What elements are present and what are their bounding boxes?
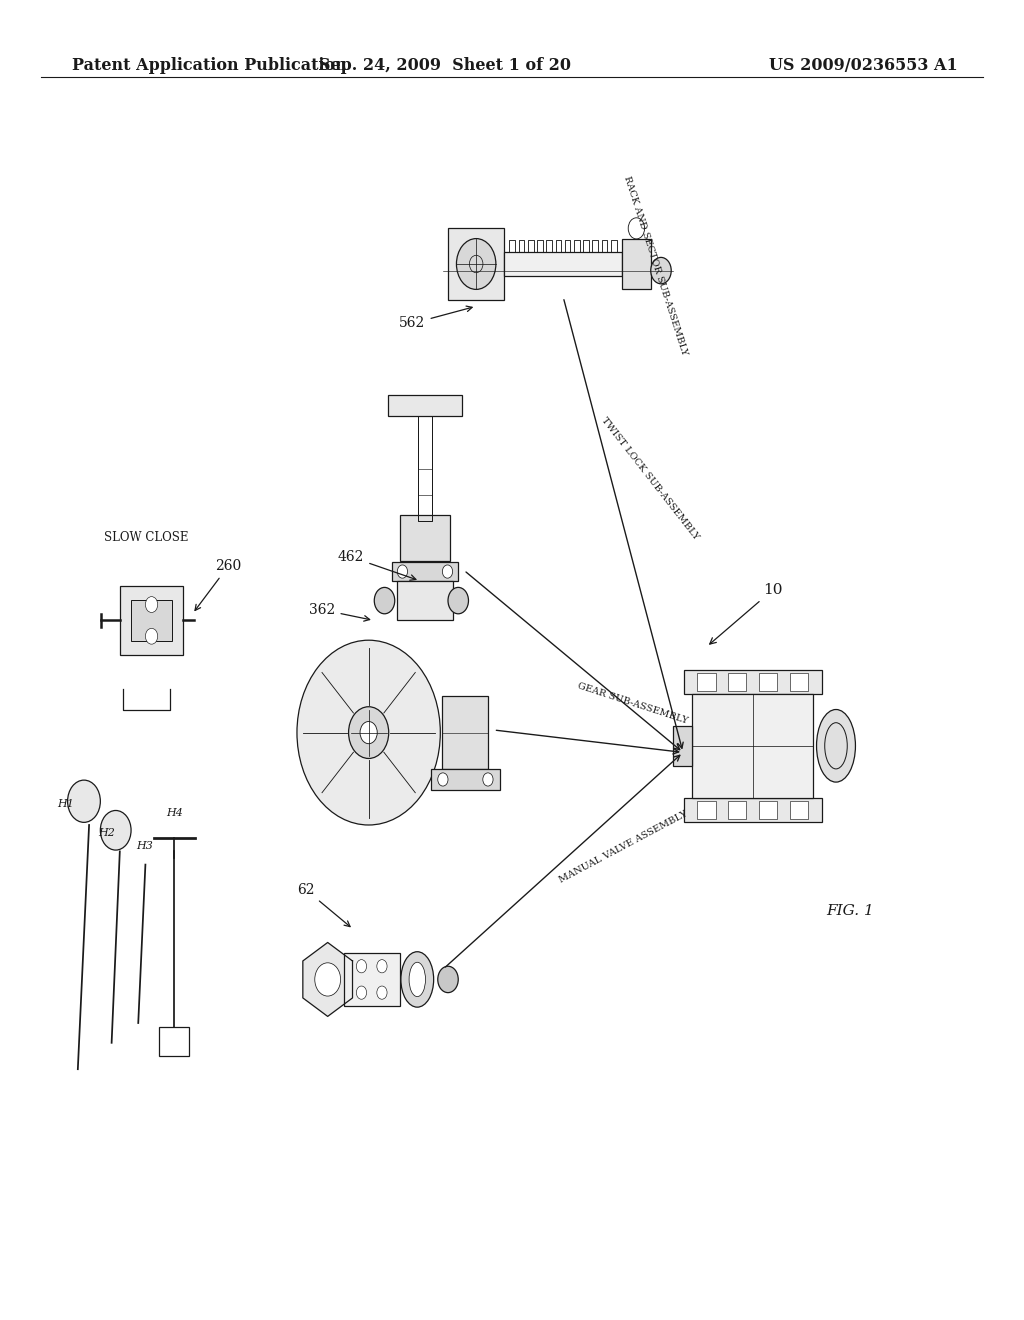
Circle shape [651, 257, 672, 284]
Circle shape [100, 810, 131, 850]
Bar [430, 768, 500, 789]
Text: H3: H3 [136, 841, 153, 851]
Circle shape [68, 780, 100, 822]
Bar [674, 726, 692, 766]
Bar [697, 672, 716, 692]
Bar [697, 800, 716, 818]
Bar [449, 227, 504, 300]
Circle shape [145, 628, 158, 644]
Text: MANUAL VALVE ASSEMBLY: MANUAL VALVE ASSEMBLY [558, 809, 689, 884]
Circle shape [297, 640, 440, 825]
Text: TWIST LOCK SUB-ASSEMBLY: TWIST LOCK SUB-ASSEMBLY [599, 416, 700, 541]
Bar [396, 581, 453, 620]
Circle shape [356, 986, 367, 999]
Bar [343, 953, 399, 1006]
Bar [684, 797, 821, 821]
Circle shape [442, 565, 453, 578]
Bar [120, 586, 183, 655]
Circle shape [438, 774, 449, 787]
Circle shape [397, 565, 408, 578]
Bar [159, 1027, 189, 1056]
Circle shape [377, 986, 387, 999]
Circle shape [356, 960, 367, 973]
Bar [131, 599, 172, 642]
Ellipse shape [816, 710, 855, 781]
Bar [759, 672, 777, 692]
Bar [759, 800, 777, 818]
Text: H1: H1 [57, 799, 74, 809]
Circle shape [360, 722, 377, 743]
Bar [790, 800, 808, 818]
Text: RACK AND SECTOR SUB-ASSEMBLY: RACK AND SECTOR SUB-ASSEMBLY [623, 174, 689, 356]
Text: US 2009/0236553 A1: US 2009/0236553 A1 [769, 57, 957, 74]
Circle shape [377, 960, 387, 973]
Circle shape [375, 587, 395, 614]
Circle shape [314, 962, 341, 997]
Text: H2: H2 [98, 828, 115, 838]
Text: 462: 462 [338, 550, 416, 581]
Circle shape [483, 774, 494, 787]
Ellipse shape [401, 952, 434, 1007]
Circle shape [438, 966, 459, 993]
Text: 362: 362 [309, 603, 370, 622]
Bar [728, 800, 746, 818]
Bar [400, 515, 450, 561]
Text: Sep. 24, 2009  Sheet 1 of 20: Sep. 24, 2009 Sheet 1 of 20 [319, 57, 571, 74]
Bar [388, 395, 462, 416]
Text: H4: H4 [166, 808, 182, 818]
Text: 260: 260 [195, 560, 242, 610]
Text: 562: 562 [399, 306, 472, 330]
Text: 10: 10 [710, 583, 782, 644]
Circle shape [145, 597, 158, 612]
Circle shape [348, 706, 389, 759]
Bar [442, 697, 488, 768]
Text: GEAR SUB-ASSEMBLY: GEAR SUB-ASSEMBLY [577, 682, 689, 726]
Bar [391, 562, 458, 581]
Bar [505, 252, 623, 276]
Bar [692, 694, 813, 797]
Bar [623, 239, 651, 289]
Bar [728, 672, 746, 692]
Ellipse shape [410, 962, 426, 997]
Circle shape [449, 587, 469, 614]
Circle shape [457, 239, 496, 289]
Text: 62: 62 [297, 883, 350, 927]
Bar [790, 672, 808, 692]
Text: Patent Application Publication: Patent Application Publication [72, 57, 346, 74]
Bar [684, 671, 821, 694]
Polygon shape [303, 942, 352, 1016]
Text: FIG. 1: FIG. 1 [826, 904, 873, 917]
Text: SLOW CLOSE: SLOW CLOSE [104, 531, 188, 544]
